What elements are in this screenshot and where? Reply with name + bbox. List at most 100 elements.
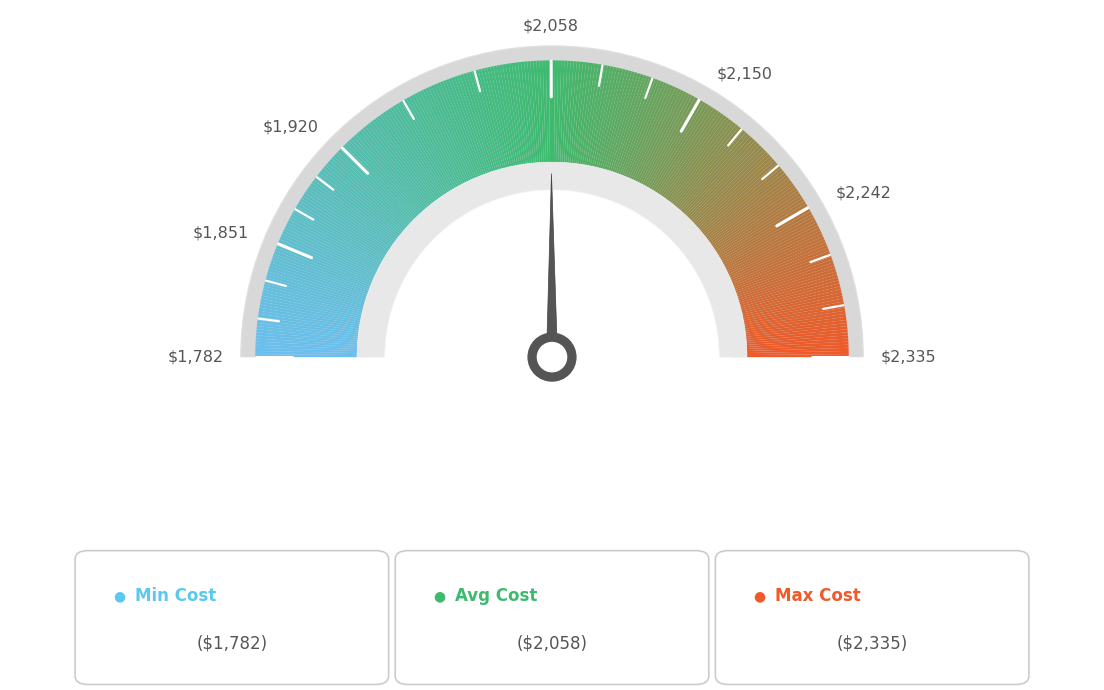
Wedge shape [590, 67, 617, 180]
Wedge shape [700, 185, 796, 254]
Wedge shape [543, 61, 549, 176]
Wedge shape [466, 72, 501, 184]
Wedge shape [518, 62, 533, 177]
Wedge shape [355, 132, 434, 221]
Text: ●: ● [114, 589, 125, 604]
Wedge shape [563, 61, 574, 177]
Wedge shape [360, 128, 436, 219]
Wedge shape [485, 68, 512, 181]
Wedge shape [263, 289, 375, 317]
Wedge shape [291, 211, 394, 270]
Wedge shape [654, 112, 721, 208]
Wedge shape [256, 329, 372, 342]
Wedge shape [279, 237, 386, 285]
Wedge shape [284, 228, 389, 280]
Wedge shape [268, 266, 380, 303]
Wedge shape [455, 76, 495, 186]
Wedge shape [300, 198, 400, 262]
Wedge shape [719, 242, 827, 288]
Text: $1,782: $1,782 [168, 350, 224, 364]
Wedge shape [732, 323, 847, 338]
Wedge shape [258, 310, 373, 331]
Wedge shape [689, 164, 778, 240]
Wedge shape [702, 190, 799, 257]
Wedge shape [641, 99, 700, 200]
Wedge shape [423, 88, 475, 194]
Wedge shape [344, 143, 426, 228]
Wedge shape [406, 97, 465, 199]
Wedge shape [732, 329, 848, 342]
Wedge shape [716, 234, 824, 284]
Wedge shape [338, 150, 423, 232]
Wedge shape [342, 145, 425, 229]
Wedge shape [329, 159, 417, 237]
Wedge shape [256, 335, 371, 346]
Wedge shape [647, 105, 711, 204]
Wedge shape [666, 126, 741, 217]
Wedge shape [728, 284, 840, 314]
Wedge shape [353, 135, 433, 223]
Wedge shape [261, 295, 375, 322]
Wedge shape [686, 156, 773, 236]
Wedge shape [399, 101, 460, 202]
Wedge shape [682, 152, 768, 233]
Wedge shape [733, 351, 849, 355]
Wedge shape [675, 139, 755, 225]
Wedge shape [638, 96, 694, 199]
Wedge shape [275, 248, 383, 293]
Wedge shape [558, 61, 564, 176]
Wedge shape [696, 175, 788, 248]
Text: $2,242: $2,242 [836, 186, 892, 201]
Circle shape [538, 342, 566, 372]
Wedge shape [587, 66, 614, 180]
Text: ($2,058): ($2,058) [517, 634, 587, 652]
Wedge shape [671, 135, 751, 223]
Wedge shape [464, 73, 500, 184]
Wedge shape [676, 141, 757, 226]
Wedge shape [540, 61, 546, 176]
Wedge shape [497, 65, 520, 179]
Wedge shape [321, 168, 413, 243]
Wedge shape [720, 245, 828, 290]
Wedge shape [301, 195, 400, 260]
Wedge shape [721, 248, 829, 293]
Wedge shape [265, 277, 378, 310]
Wedge shape [629, 88, 681, 194]
Wedge shape [565, 61, 576, 177]
Wedge shape [656, 113, 724, 210]
Wedge shape [630, 90, 684, 195]
Wedge shape [573, 62, 590, 177]
Text: Min Cost: Min Cost [135, 587, 216, 605]
Wedge shape [524, 61, 537, 177]
Wedge shape [404, 99, 463, 200]
Wedge shape [363, 126, 438, 217]
Wedge shape [612, 77, 652, 187]
Wedge shape [439, 81, 486, 190]
Wedge shape [597, 70, 629, 182]
Wedge shape [614, 78, 656, 188]
Wedge shape [261, 299, 374, 323]
Wedge shape [318, 172, 410, 246]
Wedge shape [499, 64, 522, 179]
Wedge shape [618, 81, 665, 190]
Wedge shape [473, 70, 506, 183]
Wedge shape [493, 66, 518, 179]
Wedge shape [684, 154, 771, 235]
Wedge shape [650, 108, 716, 206]
Text: Max Cost: Max Cost [775, 587, 861, 605]
Wedge shape [347, 141, 428, 226]
Wedge shape [448, 78, 490, 188]
Wedge shape [358, 130, 435, 220]
Wedge shape [549, 60, 552, 176]
Wedge shape [545, 61, 550, 176]
Wedge shape [576, 63, 595, 178]
Wedge shape [521, 61, 535, 177]
Wedge shape [733, 339, 848, 348]
Wedge shape [349, 139, 429, 225]
Wedge shape [278, 239, 385, 287]
Wedge shape [460, 74, 498, 185]
Wedge shape [660, 119, 732, 213]
Wedge shape [681, 150, 766, 232]
Wedge shape [410, 96, 466, 199]
Wedge shape [375, 117, 446, 212]
